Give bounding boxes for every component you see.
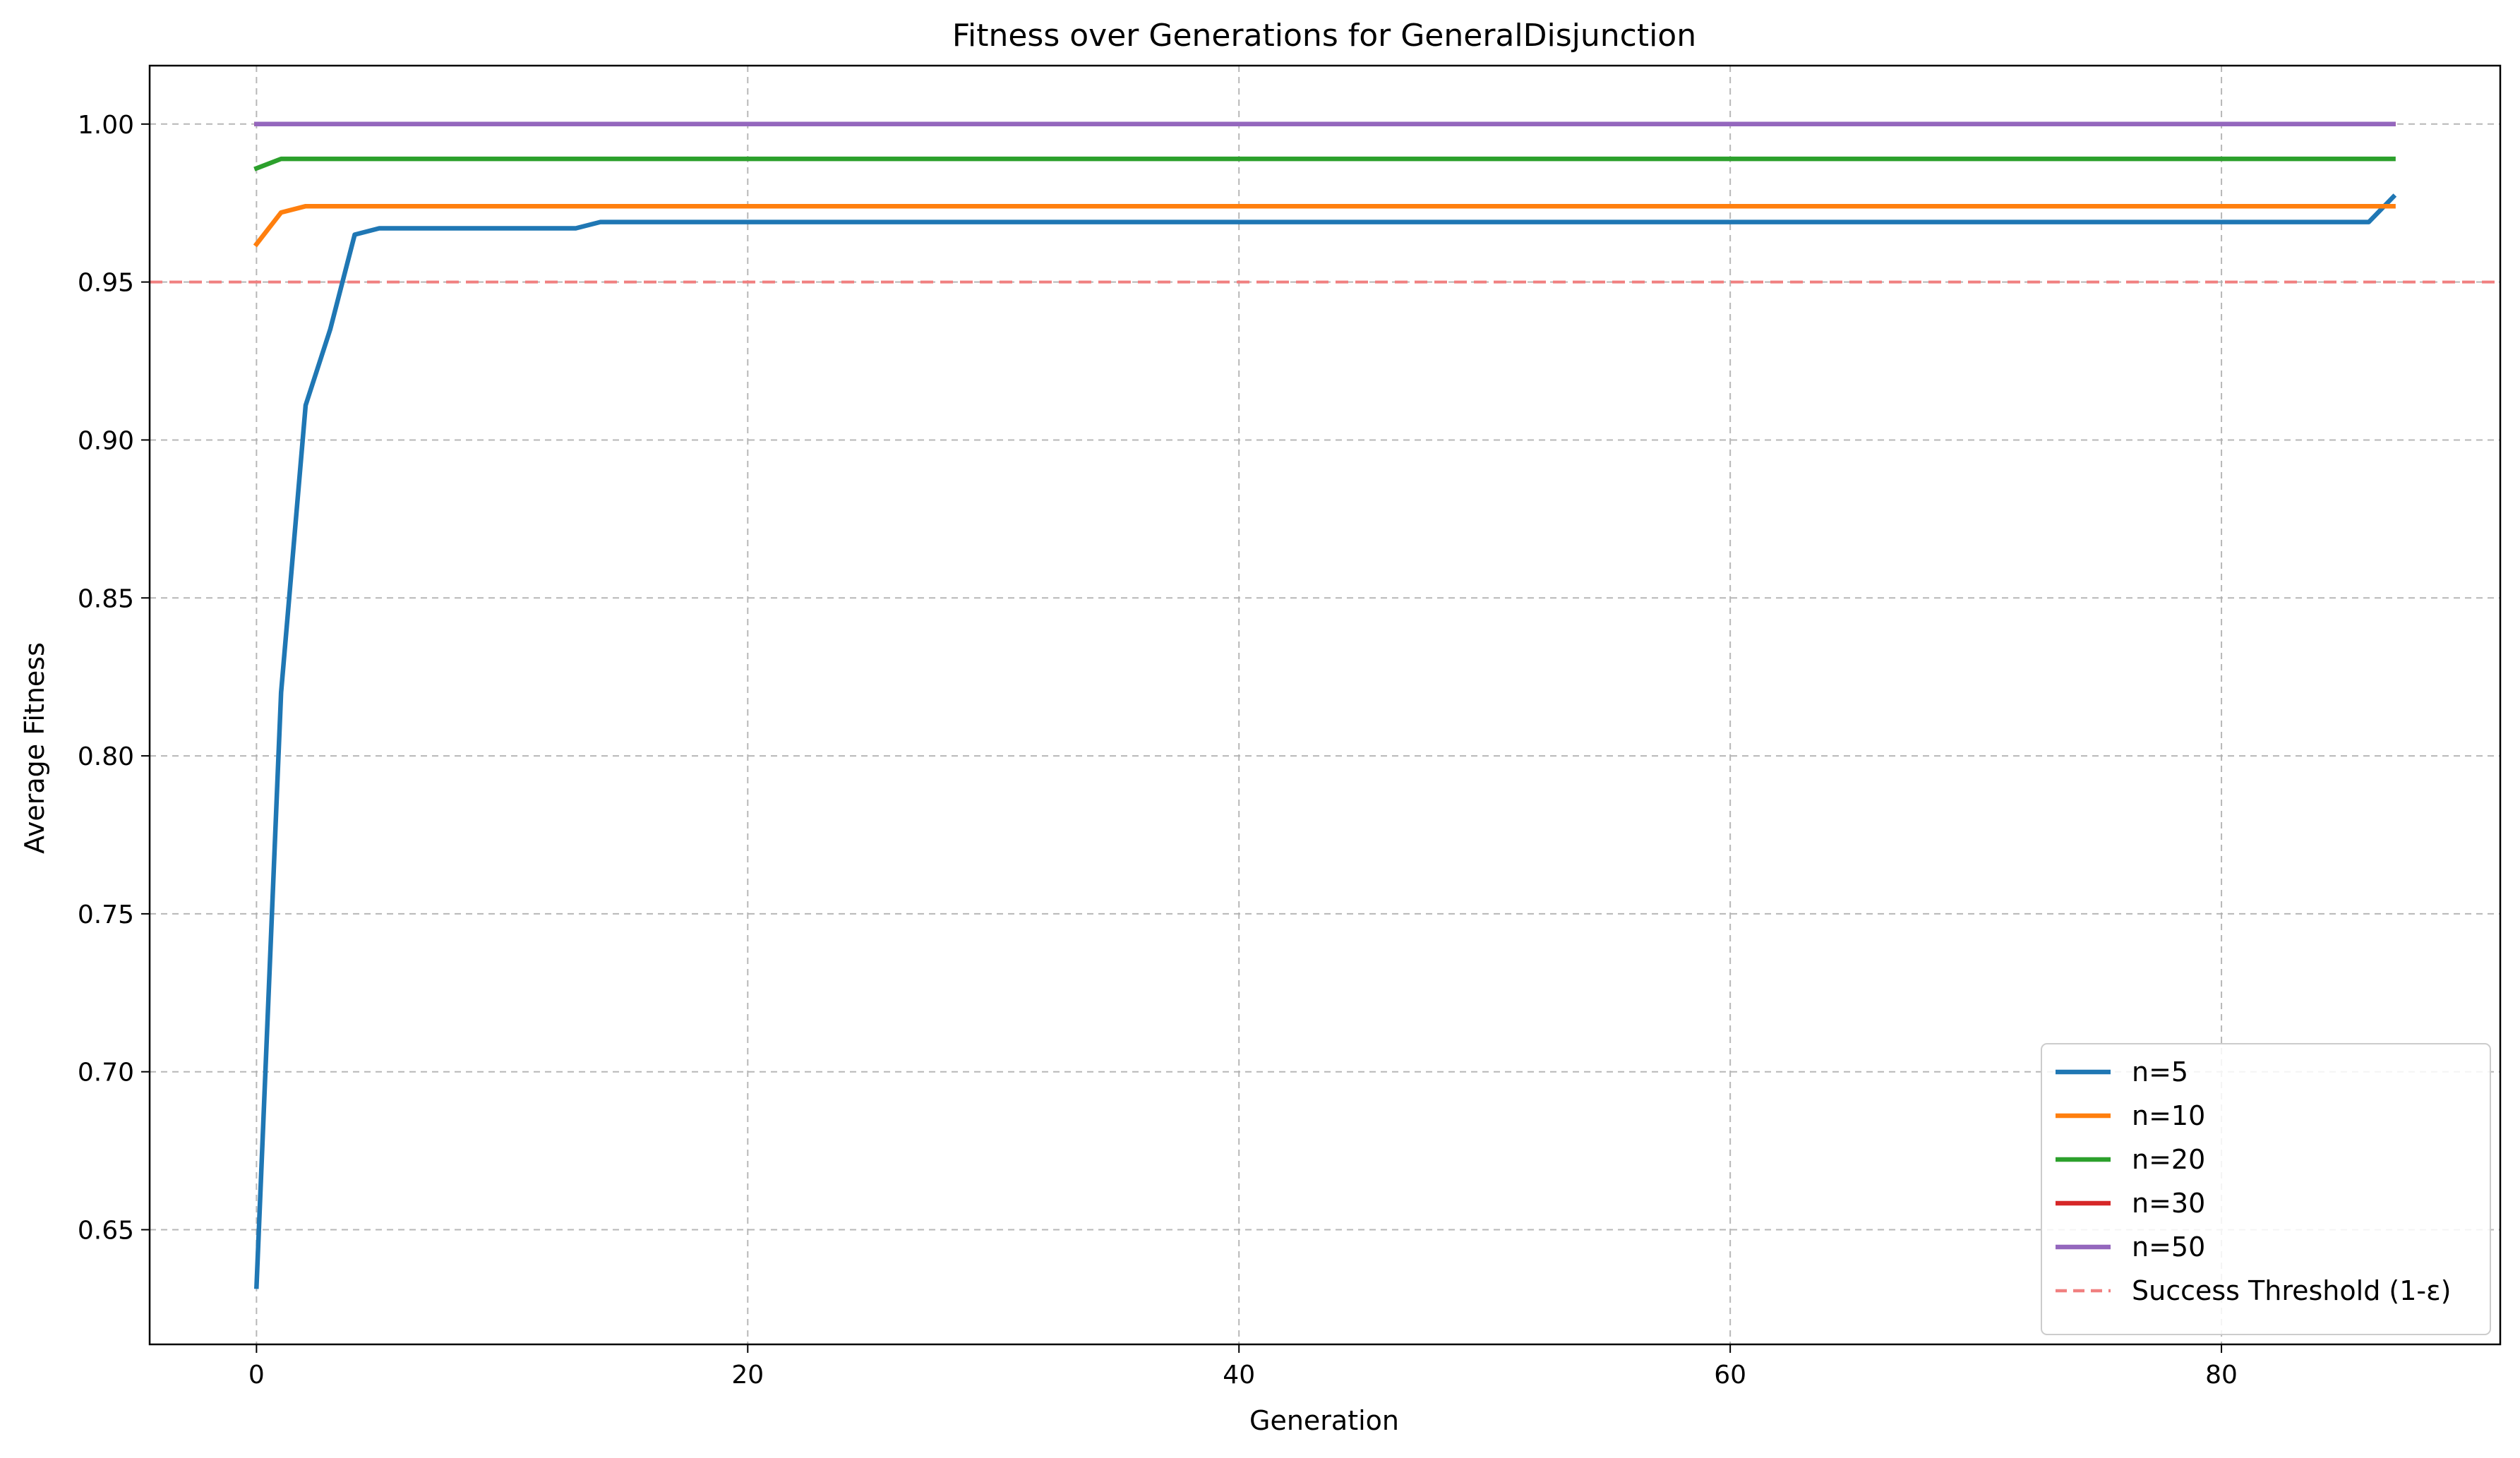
legend: n=5 n=10 n=20 n=30 n=50 Success Threshold (1-… bbox=[2041, 1043, 2491, 1335]
y-tick-label: 0.70 bbox=[78, 1059, 134, 1088]
legend-label: n=30 bbox=[2132, 1188, 2205, 1219]
x-tick-label: 40 bbox=[1223, 1361, 1255, 1390]
y-tick-label: 0.85 bbox=[78, 584, 134, 613]
y-axis-label: Average Fitness bbox=[19, 642, 50, 854]
y-tick-label: 0.75 bbox=[78, 900, 134, 929]
legend-label: n=5 bbox=[2132, 1056, 2188, 1088]
legend-label: n=50 bbox=[2132, 1231, 2205, 1263]
x-tick-label: 80 bbox=[2205, 1361, 2238, 1390]
x-tick-label: 60 bbox=[1714, 1361, 1746, 1390]
x-axis-label: Generation bbox=[1249, 1405, 1399, 1436]
legend-label: n=20 bbox=[2132, 1144, 2205, 1175]
x-axis: 0 20 40 60 80 bbox=[248, 1344, 2238, 1390]
y-tick-label: 0.80 bbox=[78, 742, 134, 771]
legend-label: n=10 bbox=[2132, 1100, 2205, 1131]
y-tick-label: 0.95 bbox=[78, 269, 134, 298]
series-line-n-10 bbox=[253, 203, 2396, 248]
y-tick-label: 0.65 bbox=[78, 1217, 134, 1246]
chart-title: Fitness over Generations for GeneralDisj… bbox=[952, 18, 1696, 54]
y-tick-label: 1.00 bbox=[78, 111, 134, 140]
y-tick-label: 0.90 bbox=[78, 426, 134, 455]
x-tick-label: 0 bbox=[248, 1361, 265, 1390]
plot-frame bbox=[148, 64, 2502, 1346]
x-tick-label: 20 bbox=[731, 1361, 764, 1390]
series-line-n-5 bbox=[254, 193, 2397, 1289]
series-line-n-20 bbox=[253, 156, 2396, 171]
legend-box bbox=[2041, 1043, 2491, 1335]
legend-label: Success Threshold (1-ε) bbox=[2132, 1275, 2451, 1306]
series-layer bbox=[253, 121, 2397, 1289]
y-axis: 0.65 0.70 0.75 0.80 0.85 0.90 0.95 1.00 bbox=[78, 111, 150, 1246]
